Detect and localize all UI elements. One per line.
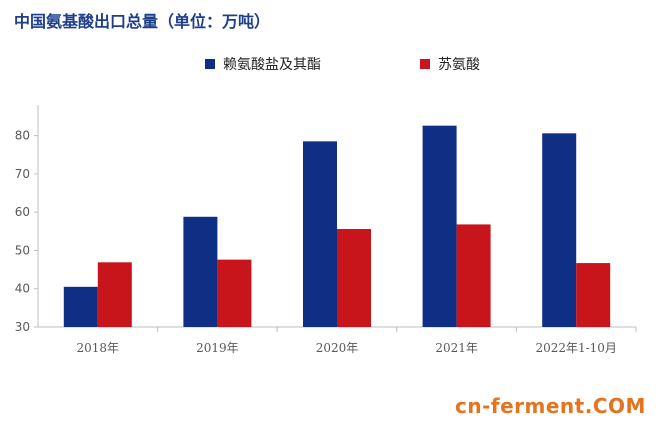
legend-swatch-threonine (420, 59, 430, 69)
x-tick-label: 2019年 (196, 341, 239, 355)
site-watermark: cn-ferment.COM (455, 394, 646, 418)
y-tick-label: 80 (15, 129, 30, 143)
legend: 赖氨酸盐及其酯 苏氨酸 (0, 54, 660, 74)
y-tick-label: 60 (15, 205, 30, 219)
legend-swatch-lysine (205, 59, 215, 69)
y-tick-label: 50 (15, 243, 30, 257)
x-tick-label: 2022年1-10月 (535, 341, 617, 355)
bar-lysine (422, 125, 457, 327)
legend-label-lysine: 赖氨酸盐及其酯 (223, 57, 321, 73)
bar-threonine (337, 229, 371, 327)
bar-threonine (97, 262, 132, 327)
legend-item-lysine: 赖氨酸盐及其酯 (205, 54, 321, 74)
x-tick-label: 2021年 (435, 341, 478, 355)
bar-lysine (303, 141, 337, 327)
chart-title: 中国氨基酸出口总量（单位：万吨） (14, 12, 271, 31)
y-tick-label: 70 (15, 167, 30, 181)
legend-item-threonine: 苏氨酸 (420, 54, 480, 74)
legend-label-threonine: 苏氨酸 (438, 57, 480, 73)
bar-lysine (63, 286, 98, 327)
bar-threonine (217, 259, 252, 327)
bar-lysine (183, 216, 218, 327)
bar-lysine (542, 133, 577, 327)
bar-threonine (456, 224, 491, 327)
bar-threonine (576, 263, 611, 327)
x-tick-label: 2018年 (77, 341, 120, 355)
y-tick-label: 40 (15, 282, 30, 296)
y-tick-label: 30 (15, 320, 30, 334)
x-tick-label: 2020年 (316, 341, 359, 355)
